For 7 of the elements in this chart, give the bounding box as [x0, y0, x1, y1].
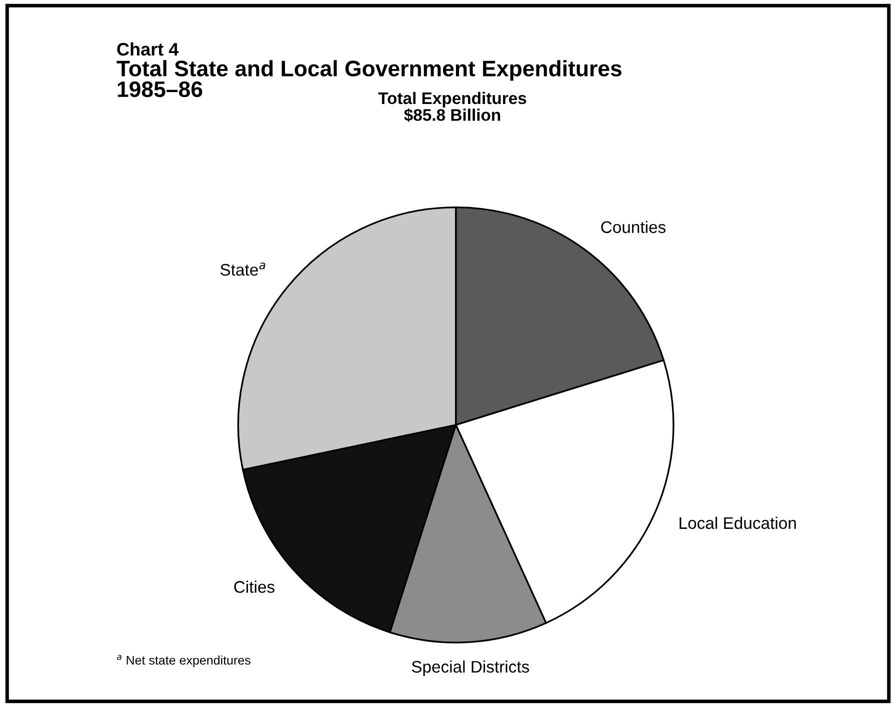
text: $^{a}$ Net state expenditures: [116, 654, 250, 668]
slice-label: Cities: [234, 580, 274, 593]
slice-label: Special Districts: [412, 660, 530, 676]
slice-label: Local Education: [680, 516, 796, 529]
slice-label: State$^{a}$: [220, 262, 266, 276]
slice-label: Counties: [601, 220, 666, 234]
caption: Chart 4: [117, 42, 179, 56]
